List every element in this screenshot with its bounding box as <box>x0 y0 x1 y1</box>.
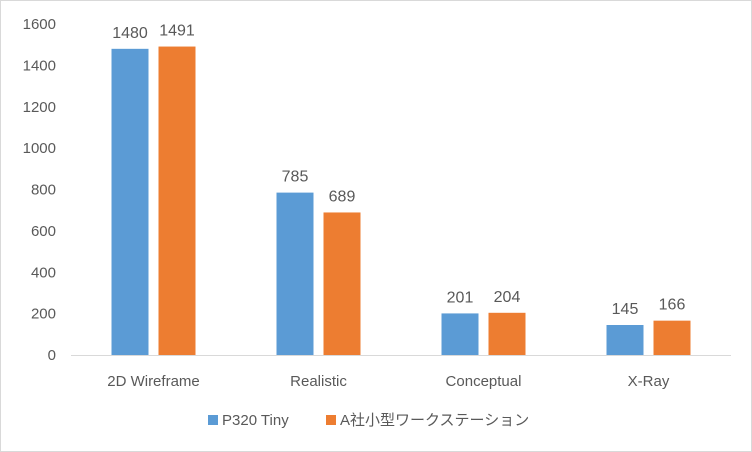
bar-a-workstation <box>158 46 196 355</box>
category-label: Conceptual <box>446 373 522 390</box>
data-label: 689 <box>329 188 356 205</box>
legend-swatch <box>326 415 336 425</box>
bar-p320-tiny <box>111 48 149 355</box>
data-labels-group: 1480 1491 785 689 201 204 145 166 <box>112 23 685 318</box>
data-label: 145 <box>612 301 639 318</box>
category-labels: 2D Wireframe Realistic Conceptual X-Ray <box>107 373 670 390</box>
y-tick-label: 1600 <box>23 16 56 33</box>
y-tick-label: 400 <box>31 264 56 281</box>
data-label: 166 <box>659 297 686 314</box>
category-label: X-Ray <box>628 373 670 390</box>
y-tick-label: 200 <box>31 306 56 323</box>
bar-a-workstation <box>323 212 361 355</box>
y-tick-label: 600 <box>31 223 56 240</box>
bar-p320-tiny <box>606 325 644 355</box>
y-tick-label: 800 <box>31 182 56 199</box>
bar-p320-tiny <box>441 313 479 355</box>
bar-a-workstation <box>488 312 526 355</box>
legend-label: P320 Tiny <box>222 412 289 429</box>
y-tick-label: 1400 <box>23 57 56 74</box>
data-label: 1491 <box>159 23 195 40</box>
y-tick-label: 0 <box>48 347 56 364</box>
data-label: 204 <box>494 289 521 306</box>
legend-label: A社小型ワークステーション <box>340 412 529 429</box>
y-tick-label: 1200 <box>23 99 56 116</box>
data-label: 785 <box>282 169 309 186</box>
data-label: 1480 <box>112 25 148 42</box>
legend: P320 Tiny A社小型ワークステーション <box>208 412 529 429</box>
bar-a-workstation <box>653 320 691 355</box>
category-label: Realistic <box>290 373 347 390</box>
category-label: 2D Wireframe <box>107 373 200 390</box>
legend-swatch <box>208 415 218 425</box>
bars-group <box>111 46 691 355</box>
y-tick-label: 1000 <box>23 140 56 157</box>
bar-p320-tiny <box>276 192 314 355</box>
data-label: 201 <box>447 289 474 306</box>
y-axis-ticks: 0 200 400 600 800 1000 1200 1400 1600 <box>23 16 56 364</box>
